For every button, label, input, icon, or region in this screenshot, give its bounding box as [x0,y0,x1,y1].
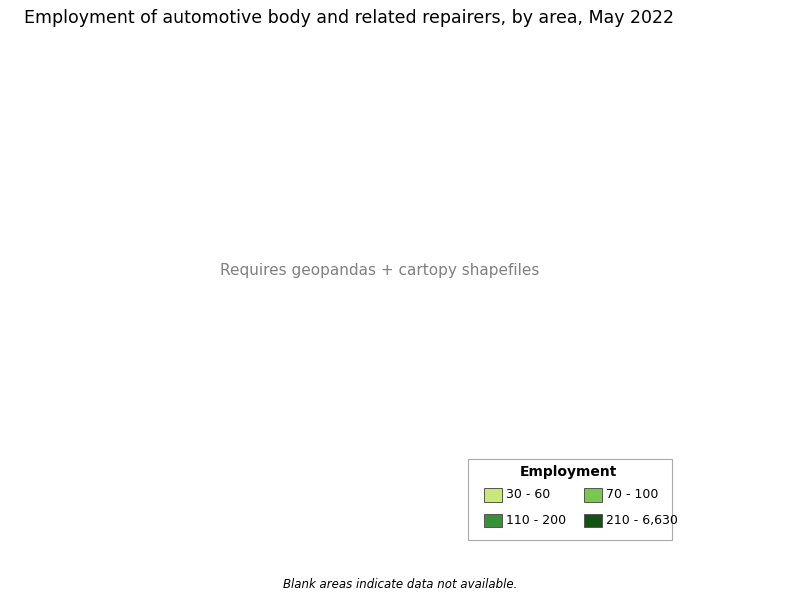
Text: Requires geopandas + cartopy shapefiles: Requires geopandas + cartopy shapefiles [220,263,540,277]
Text: Blank areas indicate data not available.: Blank areas indicate data not available. [283,578,517,591]
Text: Employment: Employment [519,465,617,479]
Text: 70 - 100: 70 - 100 [606,488,658,502]
Text: 110 - 200: 110 - 200 [506,514,566,527]
Text: Employment of automotive body and related repairers, by area, May 2022: Employment of automotive body and relate… [24,9,674,27]
Text: 30 - 60: 30 - 60 [506,488,550,502]
Text: 210 - 6,630: 210 - 6,630 [606,514,678,527]
